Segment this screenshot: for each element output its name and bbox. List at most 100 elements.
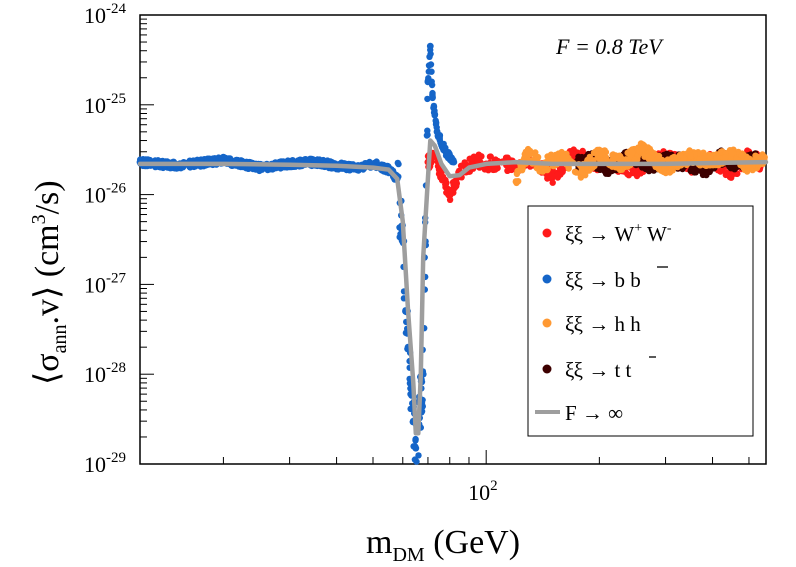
legend-marker-ww — [542, 228, 552, 238]
scatter-point-ww — [442, 181, 449, 188]
scatter-point-bb — [425, 62, 433, 69]
scatter-point-ww — [446, 191, 454, 199]
scatter-point-hh — [666, 169, 674, 176]
legend-label-line: F → ∞ — [565, 401, 623, 425]
scatter-point-hh — [687, 152, 695, 160]
y-tick-label: 10-27 — [84, 270, 126, 297]
scatter-point-hh — [534, 153, 542, 161]
scatter-point-bb — [450, 158, 458, 166]
scatter-point-hh — [638, 145, 646, 153]
scatter-point-hh — [578, 168, 586, 176]
scatter-point-bb — [411, 456, 419, 463]
scatter-point-hh — [700, 149, 707, 156]
scatter-point-ww — [492, 166, 499, 173]
annotation-text: F = 0.8 TeV — [555, 34, 664, 59]
scatter-point-bb — [204, 155, 211, 162]
scatter-point-hh — [676, 151, 684, 159]
scatter-point-hh — [644, 153, 652, 160]
scatter-point-bb — [412, 444, 420, 452]
scatter-point-hh — [609, 151, 616, 159]
scatter-point-ww — [504, 154, 511, 161]
scatter-point-hh — [631, 156, 638, 163]
x-axis-title: mDM (GeV) — [366, 524, 520, 566]
plot-frame — [139, 14, 767, 465]
scatter-point-ww — [450, 181, 458, 188]
limit-curve-group — [137, 138, 769, 436]
scatter-point-bb — [442, 148, 449, 156]
scatter-point-tt — [664, 151, 671, 158]
scatter-point-hh — [603, 154, 610, 161]
scatter-point-ww — [579, 147, 586, 155]
scatter-point-tt — [706, 168, 713, 176]
scatter-point-ww — [446, 196, 454, 203]
scatter-point-bb — [438, 140, 445, 148]
scatter-point-hh — [565, 165, 572, 172]
y-tick-label: 10-26 — [84, 181, 126, 208]
scatter-point-ww — [637, 170, 644, 177]
limit-curve — [137, 138, 769, 436]
legend-label-tt: ξξ → t t — [565, 358, 632, 382]
scatter-point-hh — [752, 152, 759, 159]
scatter-point-hh — [655, 154, 663, 161]
scatter-point-hh — [738, 152, 745, 159]
scatter-point-tt — [691, 169, 698, 176]
scatter-point-bb — [415, 452, 422, 459]
y-tick-label: 10-29 — [84, 450, 126, 477]
scatter-point-hh — [686, 147, 693, 154]
scatter-point-hh — [628, 149, 636, 156]
scatter-point-bb — [430, 102, 438, 110]
scatter-point-bb — [412, 435, 419, 443]
scatter-point-hh — [648, 148, 655, 155]
axis-ticks — [140, 18, 750, 465]
scatter-point-hh — [547, 151, 555, 158]
scatter-point-hh — [722, 154, 729, 161]
x-tick-labels: 102 — [468, 478, 498, 505]
scatter-point-ww — [435, 166, 443, 174]
scatter-point-bb — [432, 117, 439, 124]
scatter-point-ww — [474, 157, 482, 164]
legend-marker-tt — [542, 364, 552, 374]
scatter-point-hh — [512, 178, 520, 185]
scatter-point-hh — [706, 153, 714, 160]
legend-marker-bb — [542, 274, 552, 284]
legend-label-hh: ξξ → h h — [565, 312, 641, 336]
scatter-point-bb — [209, 155, 216, 163]
scatter-point-bb — [425, 68, 432, 75]
scatter-point-hh — [525, 149, 533, 157]
scatter-point-hh — [548, 156, 556, 163]
scatter-point-bb — [429, 94, 436, 102]
scatter-point-hh — [696, 156, 703, 163]
scatter-point-bb — [433, 128, 441, 136]
scatter-point-bb — [167, 165, 174, 172]
legend: ξξ → W+ W- ξξ → b b ξξ → h h ξξ → t t F … — [527, 205, 754, 437]
y-axis-title: ⟨σann.v⟩ (cm3/s) — [28, 180, 71, 385]
scatter-point-bb — [245, 165, 252, 172]
scatter-point-ww — [469, 155, 476, 162]
legend-label-ww: ξξ → W+ W- — [565, 221, 672, 246]
scatter-point-hh — [571, 168, 579, 175]
scatter-point-bb — [431, 111, 439, 118]
scatter-point-ww — [549, 179, 556, 186]
legend-box — [527, 205, 754, 437]
scatter-point-hh — [596, 151, 603, 158]
scatter-point-hh — [577, 174, 585, 181]
scatter-point-hh — [728, 149, 736, 157]
scatter-point-ww — [632, 166, 640, 174]
legend-label-bb: ξξ → b b — [565, 268, 641, 292]
scatter-point-hh — [513, 170, 521, 178]
scatter-point-bb — [424, 131, 431, 139]
scatter-point-ww — [625, 172, 632, 179]
scatter-point-ww — [569, 151, 577, 158]
y-tick-label: 10-28 — [84, 360, 126, 387]
scatter-point-ww — [486, 153, 494, 160]
scatter-point-bb — [424, 78, 432, 86]
scatter-point-bb — [394, 159, 401, 167]
scatter-point-hh — [761, 153, 768, 161]
scatter-point-bb — [298, 157, 306, 165]
scatter-point-bb — [426, 53, 433, 60]
scatter-point-hh — [559, 153, 567, 161]
y-tick-labels: 10-29 10-28 10-27 10-26 10-25 10-24 — [84, 1, 126, 477]
scatter-point-bb — [424, 95, 431, 103]
scatter-point-bb — [436, 134, 443, 142]
